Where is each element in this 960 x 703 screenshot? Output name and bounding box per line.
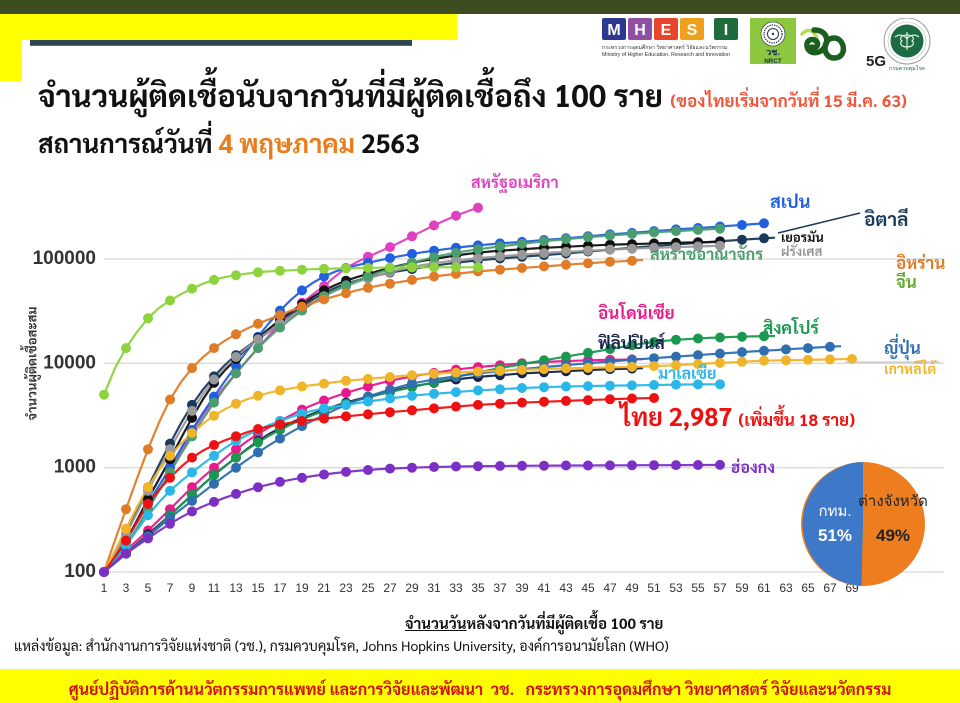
svg-text:5G: 5G (866, 53, 886, 70)
svg-text:E: E (661, 22, 672, 39)
svg-text:กทม.: กทม. (818, 503, 851, 520)
svg-text:H: H (634, 22, 646, 39)
svg-text:M: M (607, 22, 620, 39)
svg-text:วช.: วช. (766, 47, 780, 57)
svg-text:กรมควบคุมโรค: กรมควบคุมโรค (889, 65, 925, 72)
svg-text:I: I (724, 22, 728, 39)
svg-text:NRCT: NRCT (764, 58, 782, 65)
svg-text:S: S (687, 22, 698, 39)
svg-text:51%: 51% (818, 526, 852, 545)
svg-text:Ministry of Higher Education,: Ministry of Higher Education, Research a… (602, 52, 730, 58)
svg-text:กระทรวงการอุดมศึกษา วิทยาศาสตร: กระทรวงการอุดมศึกษา วิทยาศาสตร์ วิจัยและ… (602, 44, 727, 51)
svg-text:49%: 49% (876, 526, 910, 545)
svg-text:ต่างจังหวัด: ต่างจังหวัด (858, 493, 928, 510)
